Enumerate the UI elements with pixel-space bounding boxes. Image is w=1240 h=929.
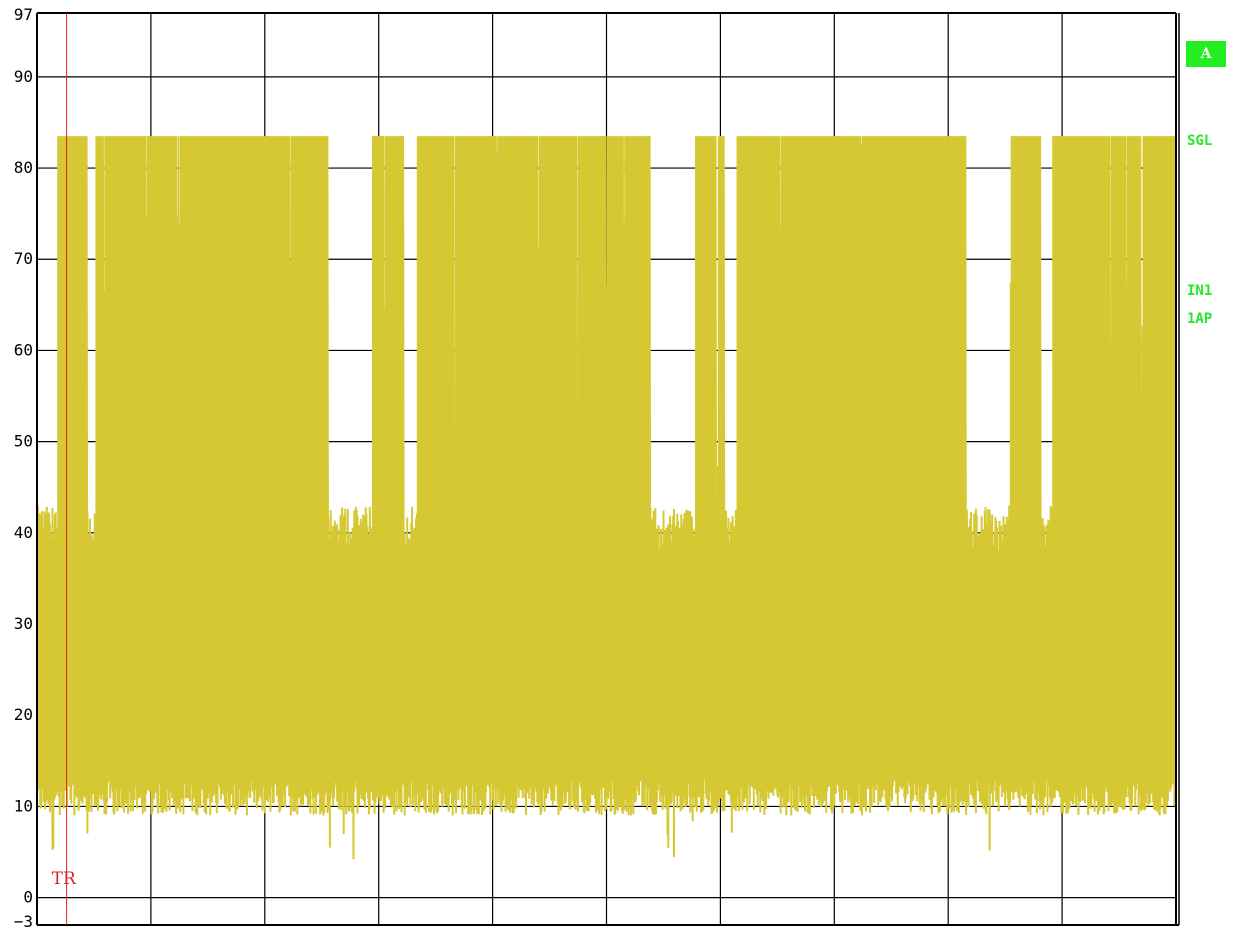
y-tick-label: 40 <box>14 523 33 542</box>
y-tick-label: 60 <box>14 340 33 359</box>
y-axis-ticks: 97 90 80 70 60 50 40 30 20 10 0 −3 <box>14 5 33 929</box>
y-tick-label: 97 <box>14 5 33 24</box>
y-tick-label: 30 <box>14 614 33 633</box>
trigger-marker: TR <box>52 13 77 925</box>
input-label: IN1 <box>1187 283 1213 299</box>
signal-trace <box>36 136 1177 860</box>
y-tick-label: 70 <box>14 249 33 268</box>
trigger-marker-label: TR <box>52 869 77 889</box>
y-tick-label: 10 <box>14 796 33 815</box>
y-tick-label: −3 <box>14 912 33 929</box>
y-tick-label: 50 <box>14 432 33 451</box>
trace-a-line <box>36 136 1177 860</box>
trace-a-badge: A <box>1186 41 1226 67</box>
sweep-mode-label: SGL <box>1187 133 1213 149</box>
y-tick-label: 90 <box>14 67 33 86</box>
y-tick-label: 80 <box>14 158 33 177</box>
y-tick-label: 20 <box>14 705 33 724</box>
y-tick-label: 0 <box>23 888 33 907</box>
plot-frame <box>36 12 1180 926</box>
detector-label: 1AP <box>1187 311 1213 327</box>
